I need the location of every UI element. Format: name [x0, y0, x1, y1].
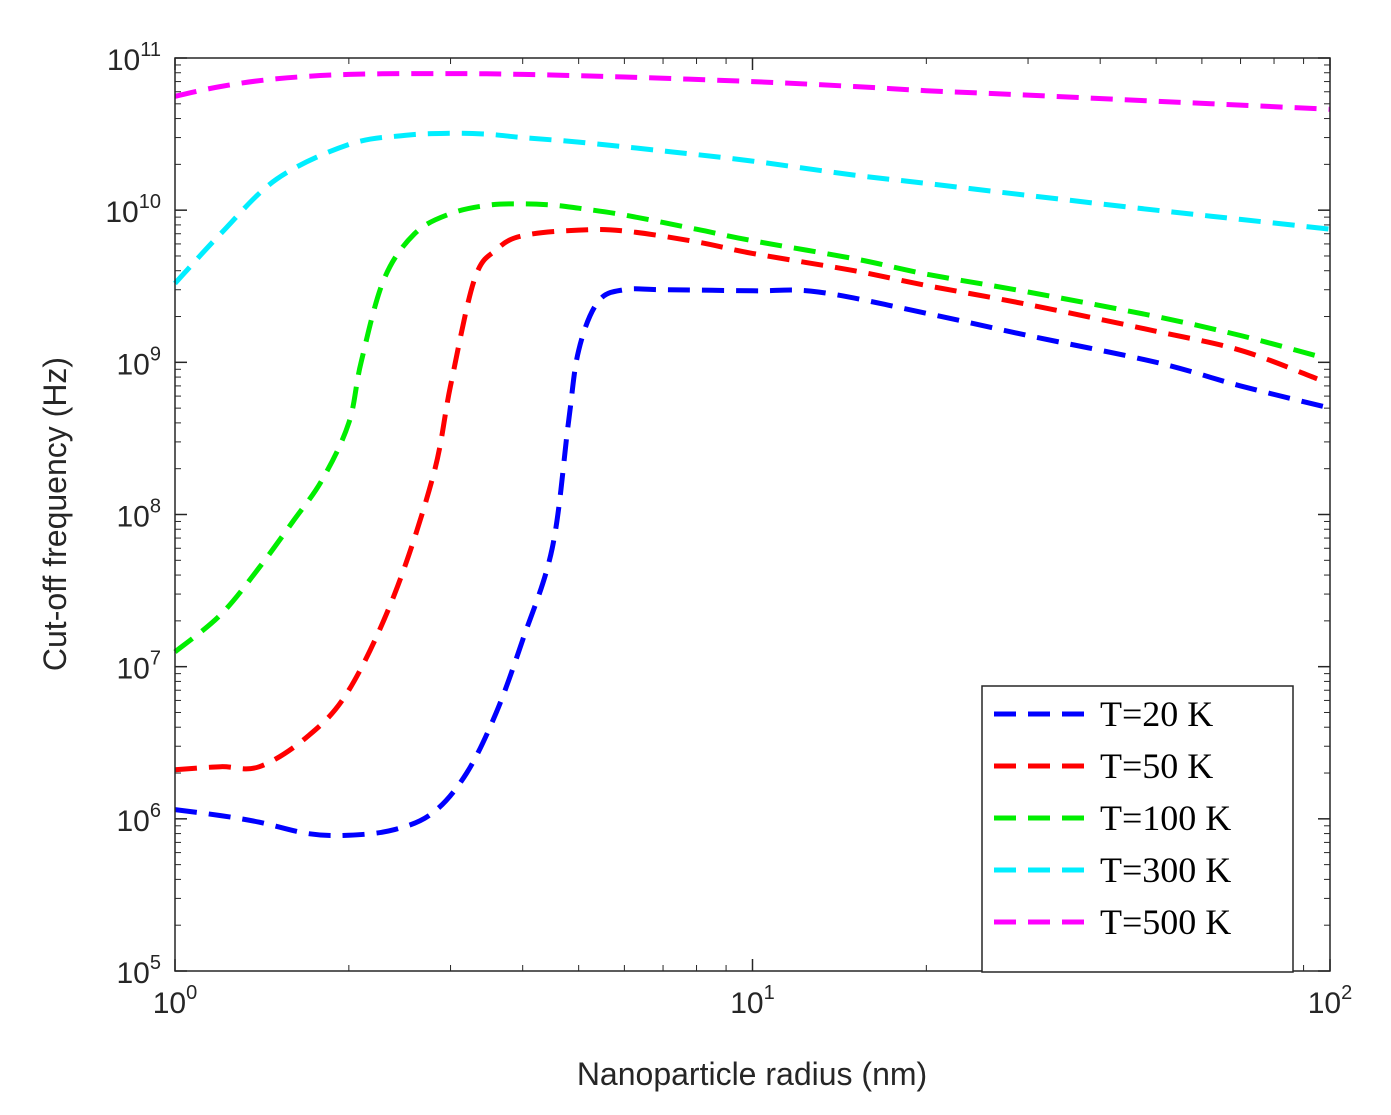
series-line-4	[173, 130, 1331, 286]
y-tick-label: 107	[117, 648, 162, 686]
legend-label-5: T=500 K	[1100, 902, 1231, 942]
y-tick-label: 108	[117, 496, 162, 534]
y-tick-label: 109	[117, 343, 162, 381]
legend-label-3: T=100 K	[1100, 798, 1231, 838]
series-line-1	[174, 286, 1331, 839]
series-line-3	[173, 201, 1318, 654]
legend-label-2: T=50 K	[1100, 746, 1213, 786]
legend: T=20 K T=50 K T=100 K T=300 K T=500 K	[981, 685, 1294, 973]
x-tick-label: 101	[730, 982, 775, 1020]
x-tick-label: 100	[153, 982, 198, 1020]
y-tick-label: 1010	[105, 191, 161, 229]
y-tick-label: 105	[117, 952, 162, 990]
y-tick-label: 1011	[107, 39, 161, 77]
x-tick-label: 102	[1308, 982, 1353, 1020]
series-line-5	[174, 71, 1331, 112]
y-axis-label: Cut-off frequency (Hz)	[37, 357, 73, 671]
axes-layer: 105 106 107 108 109 1010 1011 100 101 102	[105, 39, 1352, 1020]
x-axis-label: Nanoparticle radius (nm)	[577, 1056, 927, 1092]
legend-label-1: T=20 K	[1100, 694, 1213, 734]
legend-label-4: T=300 K	[1100, 850, 1231, 890]
y-tick-label: 106	[117, 800, 162, 838]
series-layer	[173, 71, 1331, 839]
